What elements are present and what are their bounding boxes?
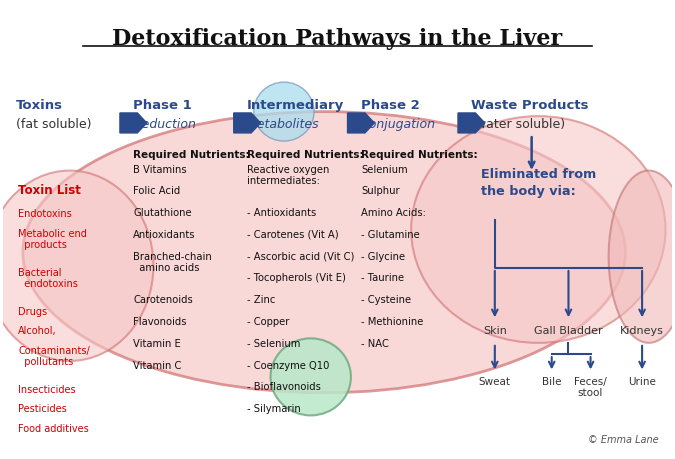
Text: - Glycine: - Glycine xyxy=(361,252,405,262)
Ellipse shape xyxy=(254,82,314,141)
Text: Conjugation: Conjugation xyxy=(361,118,436,131)
Ellipse shape xyxy=(411,116,666,343)
Text: Toxin List: Toxin List xyxy=(18,184,81,197)
Text: Phase 1: Phase 1 xyxy=(134,99,192,112)
Text: - Glutamine: - Glutamine xyxy=(361,230,420,240)
Text: Pesticides: Pesticides xyxy=(18,404,67,414)
Text: - Selenium: - Selenium xyxy=(247,339,300,349)
Text: Metabolites: Metabolites xyxy=(247,118,320,131)
Text: Sulphur: Sulphur xyxy=(361,186,400,196)
Text: Kidneys: Kidneys xyxy=(620,325,664,336)
Text: Waste Products: Waste Products xyxy=(471,99,589,112)
Text: - Bioflavonoids: - Bioflavonoids xyxy=(247,382,321,392)
Text: Metabolic end
  products: Metabolic end products xyxy=(18,229,87,250)
Text: © Emma Lane: © Emma Lane xyxy=(588,435,659,445)
Polygon shape xyxy=(348,113,375,133)
Text: - Silymarin: - Silymarin xyxy=(247,404,301,414)
Text: - Antioxidants: - Antioxidants xyxy=(247,208,317,218)
Text: Feces/
stool: Feces/ stool xyxy=(574,377,607,398)
Text: Bile: Bile xyxy=(542,377,562,387)
Text: Carotenoids: Carotenoids xyxy=(134,295,193,305)
Text: Antioxidants: Antioxidants xyxy=(134,230,196,240)
Text: Toxins: Toxins xyxy=(16,99,63,112)
Text: - Methionine: - Methionine xyxy=(361,317,423,327)
Ellipse shape xyxy=(23,112,625,393)
Text: Alcohol,: Alcohol, xyxy=(18,326,57,336)
Text: - Carotenes (Vit A): - Carotenes (Vit A) xyxy=(247,230,339,240)
Text: Endotoxins: Endotoxins xyxy=(18,209,72,219)
Ellipse shape xyxy=(271,338,351,415)
Text: Drugs: Drugs xyxy=(18,307,47,317)
Text: Urine: Urine xyxy=(628,377,656,387)
Text: Branched-chain
  amino acids: Branched-chain amino acids xyxy=(134,252,212,273)
Text: Food additives: Food additives xyxy=(18,424,89,434)
Text: (fat soluble): (fat soluble) xyxy=(16,118,92,131)
Text: Required Nutrients:: Required Nutrients: xyxy=(247,150,364,160)
Polygon shape xyxy=(120,113,146,133)
Ellipse shape xyxy=(0,171,153,361)
Text: - Copper: - Copper xyxy=(247,317,290,327)
Text: Detoxification Pathways in the Liver: Detoxification Pathways in the Liver xyxy=(113,28,562,50)
Text: - Cysteine: - Cysteine xyxy=(361,295,411,305)
Text: Skin: Skin xyxy=(483,325,507,336)
Text: Required Nutrients:: Required Nutrients: xyxy=(361,150,477,160)
Text: - Tocopherols (Vit E): - Tocopherols (Vit E) xyxy=(247,274,346,284)
Text: B Vitamins: B Vitamins xyxy=(134,165,187,175)
Text: Reactive oxygen
intermediates:: Reactive oxygen intermediates: xyxy=(247,165,329,186)
Text: Folic Acid: Folic Acid xyxy=(134,186,181,196)
Text: Amino Acids:: Amino Acids: xyxy=(361,208,426,218)
Text: - Ascorbic acid (Vit C): - Ascorbic acid (Vit C) xyxy=(247,252,354,262)
Text: Selenium: Selenium xyxy=(361,165,408,175)
Polygon shape xyxy=(234,113,261,133)
Text: Glutathione: Glutathione xyxy=(134,208,192,218)
Text: - Taurine: - Taurine xyxy=(361,274,404,284)
Text: Reduction: Reduction xyxy=(134,118,196,131)
Polygon shape xyxy=(458,113,485,133)
Text: Insecticides: Insecticides xyxy=(18,385,76,395)
Text: - Coenzyme Q10: - Coenzyme Q10 xyxy=(247,361,329,370)
Text: Gall Bladder: Gall Bladder xyxy=(534,325,603,336)
Text: - Zinc: - Zinc xyxy=(247,295,275,305)
Text: Required Nutrients:: Required Nutrients: xyxy=(134,150,250,160)
Ellipse shape xyxy=(609,171,675,343)
Text: Flavonoids: Flavonoids xyxy=(134,317,187,327)
Text: Bacterial
  endotoxins: Bacterial endotoxins xyxy=(18,268,78,289)
Text: - NAC: - NAC xyxy=(361,339,389,349)
Text: (water soluble): (water soluble) xyxy=(471,118,566,131)
Text: Sweat: Sweat xyxy=(479,377,511,387)
Text: Phase 2: Phase 2 xyxy=(361,99,420,112)
Text: Contaminants/
  pollutants: Contaminants/ pollutants xyxy=(18,346,90,367)
Text: Vitamin E: Vitamin E xyxy=(134,339,181,349)
Text: Intermediary: Intermediary xyxy=(247,99,344,112)
Text: Eliminated from
the body via:: Eliminated from the body via: xyxy=(481,168,597,198)
Text: Vitamin C: Vitamin C xyxy=(134,361,182,370)
